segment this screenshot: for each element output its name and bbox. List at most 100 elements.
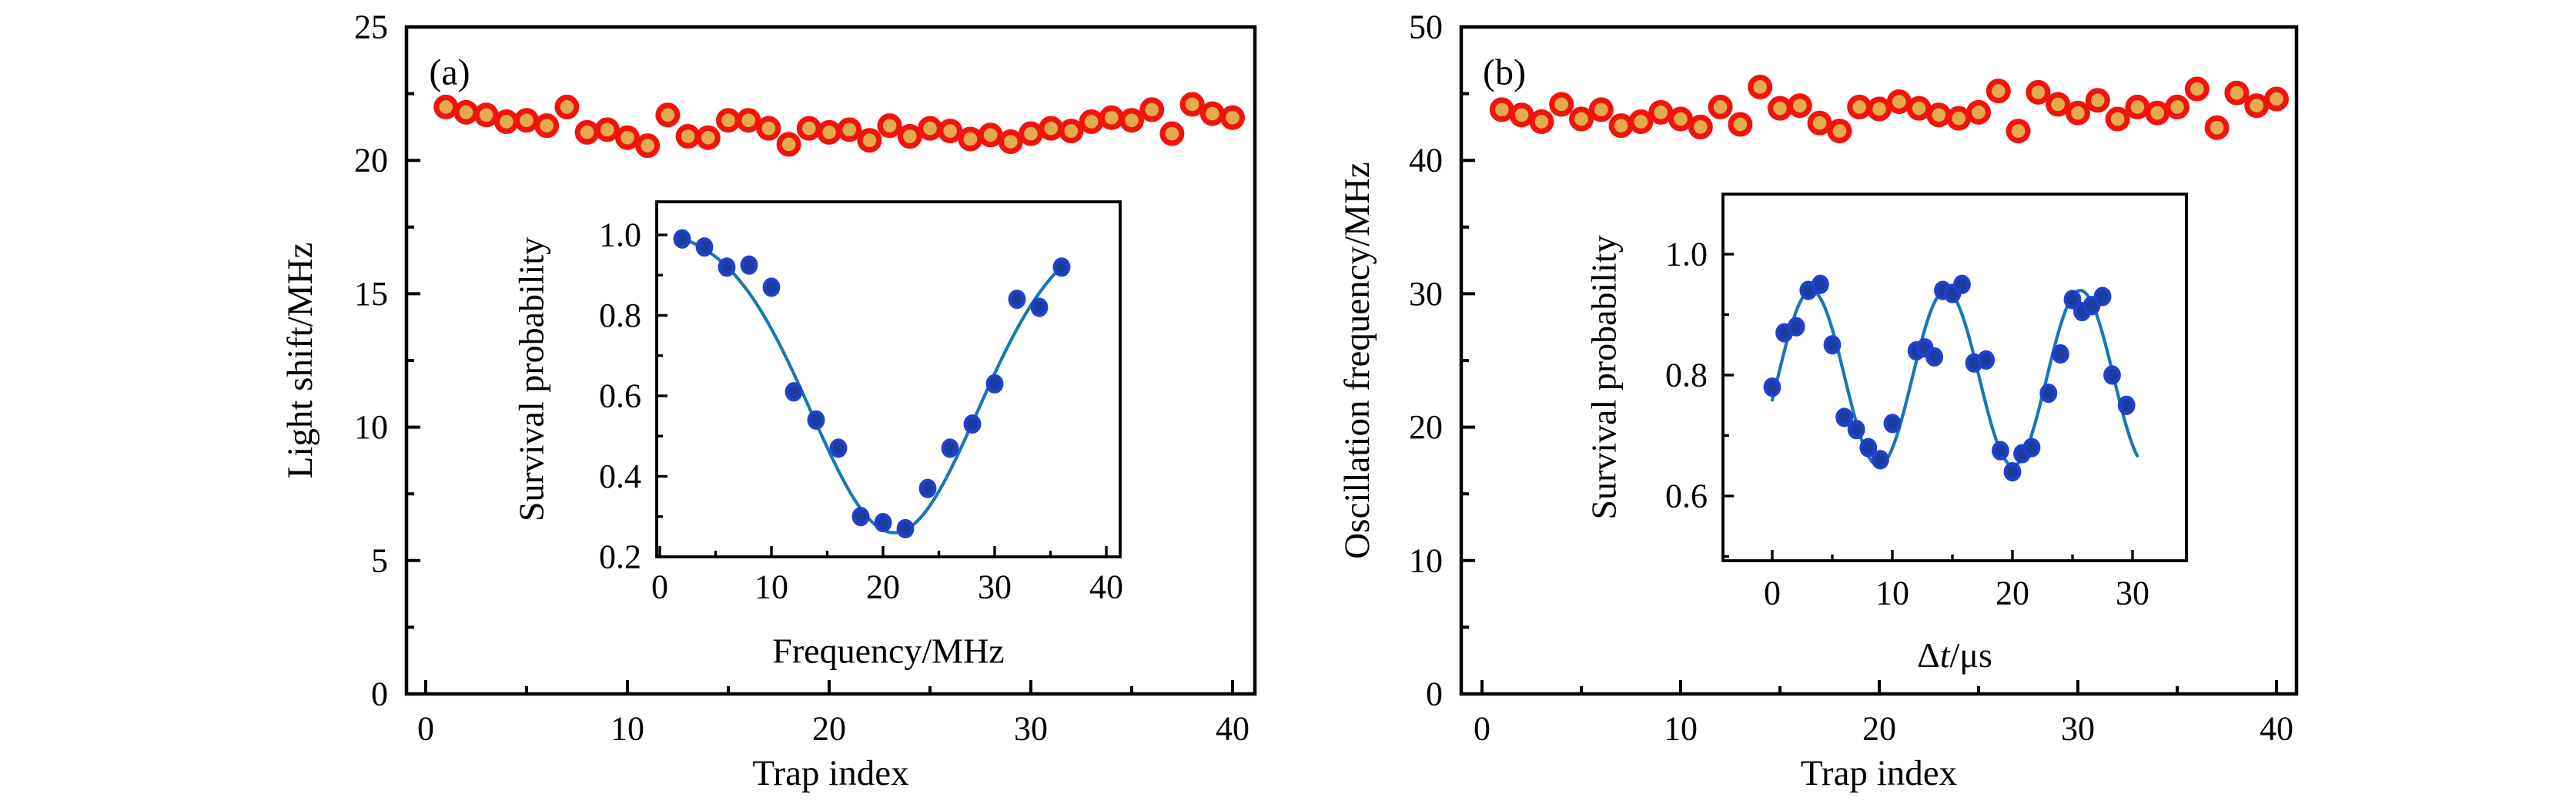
x-axis-label-part: /μs (1950, 635, 1992, 675)
data-point (718, 257, 736, 277)
data-point (740, 255, 758, 275)
data-point (2003, 461, 2022, 482)
data-point (695, 125, 721, 150)
data-point (1991, 441, 2009, 461)
x-tick-label: 20 (1996, 575, 2029, 612)
y-tick-label: 40 (1409, 142, 1443, 179)
inset-a-ticks (657, 233, 1108, 558)
inset-b-x-tick-labels: 0 10 20 30 (1764, 575, 2149, 612)
inset-b-points (1763, 274, 2136, 482)
data-point (1966, 99, 1992, 125)
data-point (1977, 350, 1996, 370)
data-point (655, 102, 681, 128)
data-point (1728, 112, 1753, 137)
data-point (2145, 100, 2170, 126)
data-point (2022, 437, 2041, 457)
data-point (1179, 92, 1205, 117)
panel-b-spines (1459, 25, 2299, 696)
data-point (1847, 94, 1872, 119)
data-point (473, 102, 499, 128)
data-point (2093, 287, 2112, 307)
inset-a-y-axis-label: Survival probability (512, 237, 551, 521)
data-point (534, 113, 560, 139)
panel-a-y-axis-label: Light shift/MHz (280, 243, 320, 479)
data-point (1668, 106, 1694, 132)
panel-b-ticks (1461, 25, 2278, 695)
data-point (1030, 297, 1049, 317)
x-tick-label: 0 (417, 710, 434, 748)
panel-b-x-axis-label: Trap index (1801, 753, 1957, 793)
data-point (2264, 86, 2290, 112)
y-tick-label: 5 (371, 541, 388, 579)
data-point (807, 410, 825, 430)
data-point (1039, 116, 1064, 141)
data-point (756, 116, 781, 141)
data-point (695, 237, 714, 257)
y-tick-label: 10 (1409, 541, 1443, 579)
inset-a: 0 10 20 30 40 0.2 0.4 0.6 0.8 1.0 Frequency/MHz Sur… (512, 200, 1123, 671)
data-point (941, 438, 959, 458)
data-point (1608, 113, 1634, 139)
data-point (785, 382, 803, 402)
data-point (2244, 93, 2270, 119)
data-point (829, 438, 848, 458)
data-point (2224, 80, 2250, 106)
x-tick-label: 10 (1875, 575, 1909, 612)
y-tick-label: 0.8 (1665, 357, 1708, 394)
data-point (1648, 99, 1674, 125)
data-point (1859, 437, 1878, 457)
x-tick-label: 40 (2260, 710, 2293, 748)
panel-b-tag: (b) (1483, 52, 1526, 93)
x-tick-label: 30 (978, 568, 1012, 606)
x-tick-label: 40 (1089, 568, 1123, 606)
data-point (918, 478, 937, 498)
data-point (985, 374, 1004, 394)
y-tick-label: 30 (1409, 275, 1443, 313)
data-point (897, 124, 922, 149)
data-point (1549, 92, 1574, 117)
panel-b-x-tick-labels: 0 10 20 30 40 (1474, 710, 2293, 748)
data-point (1059, 119, 1084, 144)
y-tick-label: 0.6 (1665, 478, 1708, 515)
data-point (2063, 290, 2082, 310)
panel-a-x-tick-labels: 0 10 20 30 40 (417, 710, 1250, 748)
data-point (1867, 96, 1892, 122)
data-point (1139, 97, 1165, 122)
data-point (2125, 94, 2150, 119)
data-point (1748, 74, 1773, 99)
y-tick-label: 0.4 (599, 457, 641, 495)
data-point (1763, 377, 1781, 397)
data-point (1688, 114, 1713, 139)
inset-b-y-tick-labels: 0.6 0.8 1.0 (1665, 236, 1708, 515)
y-tick-label: 0.2 (599, 538, 641, 576)
data-point (796, 116, 821, 141)
data-point (2026, 79, 2051, 105)
inset-a-x-tick-labels: 0 10 20 30 40 (651, 568, 1123, 606)
data-point (877, 113, 902, 139)
data-point (837, 117, 862, 142)
inset-a-points (673, 229, 1071, 539)
data-point (1628, 109, 1654, 134)
data-point (1119, 108, 1144, 133)
inset-b-spines (1721, 193, 2188, 562)
data-point (673, 229, 691, 249)
data-point (2051, 344, 2069, 364)
inset-b: 0 10 20 30 0.6 0.8 1.0 Δt/μs Survival probabilit… (1584, 193, 2188, 675)
x-tick-label: 30 (2116, 575, 2149, 612)
panel-a-tag: (a) (429, 52, 470, 93)
y-tick-label: 0 (371, 675, 388, 713)
data-point (1018, 121, 1043, 146)
inset-a-fit-curve (677, 236, 1068, 535)
y-tick-label: 1.0 (599, 216, 641, 254)
data-point (1529, 109, 1554, 134)
panel-b-y-tick-labels: 0 10 20 30 40 50 (1409, 8, 1443, 713)
data-point (614, 125, 640, 150)
x-tick-label: 20 (812, 710, 846, 748)
data-point (1823, 335, 1842, 355)
data-point (1199, 101, 1225, 126)
panel-a: 0 10 20 30 40 0 5 10 15 20 25 Trap index Light shift… (280, 8, 1257, 793)
y-tick-label: 20 (354, 142, 388, 179)
y-tick-label: 50 (1409, 8, 1443, 46)
data-point (1835, 407, 1854, 427)
